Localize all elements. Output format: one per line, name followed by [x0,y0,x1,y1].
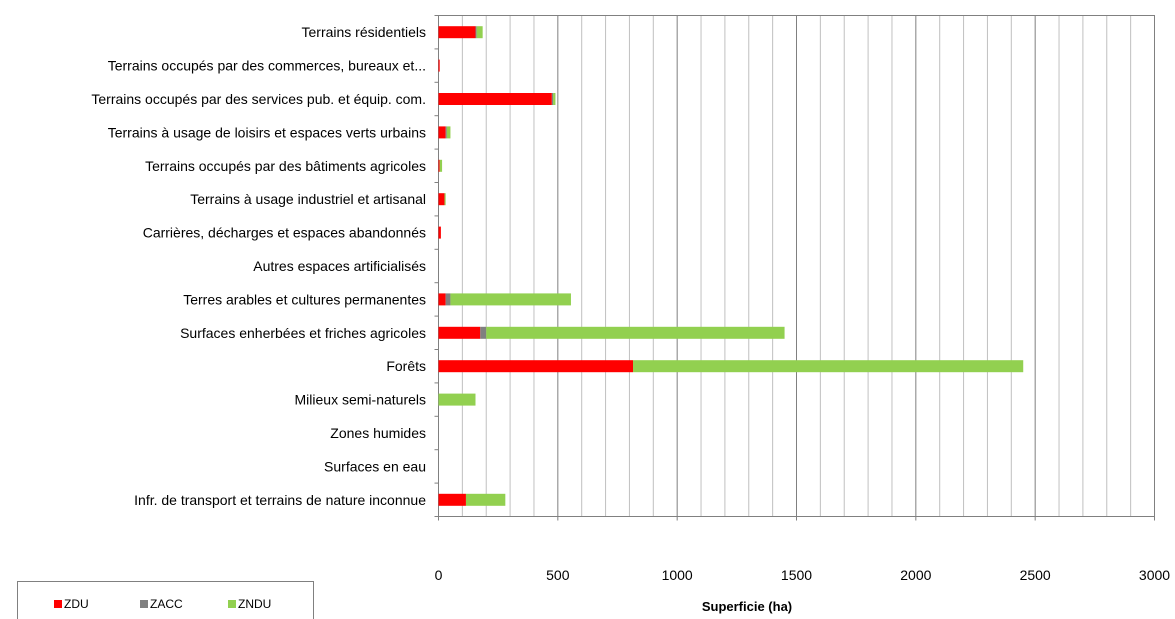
category-labels: Terrains résidentiels Terrains occupés pa… [91,24,426,508]
category-label: Terrains à usage industriel et artisanal [190,191,426,207]
bar-zndu [439,159,443,172]
x-tick-label: 0 [435,567,443,583]
category-label: Terrains à usage de loisirs et espaces v… [108,124,426,140]
bar-zdu [438,59,440,72]
grid-lines [461,15,1132,517]
x-axis-title: Superficie (ha) [702,599,792,614]
bar-zndu [446,126,451,139]
legend-swatch-zndu [228,600,236,608]
x-tick-label: 500 [546,567,570,583]
bar-zdu [438,293,446,306]
category-label: Terrains occupés par des commerces, bure… [108,58,426,74]
bar-zndu [450,293,571,306]
bar-zdu [438,493,466,506]
x-tick-label: 1000 [662,567,693,583]
category-label: Infr. de transport et terrains de nature… [134,492,426,508]
bar-zdu [438,159,440,172]
bar-zacc [445,293,451,306]
bar-zdu [438,326,481,339]
category-label: Carrières, décharges et espaces abandonn… [143,225,426,241]
bar-zndu [444,193,446,206]
bar-zndu [476,26,483,39]
category-label: Milieux semi-naturels [295,392,426,408]
bar-zacc [475,26,477,39]
legend: ZDU ZACC ZNDU [17,581,314,619]
legend-swatch-zacc [140,600,148,608]
legend-label-zndu: ZNDU [238,597,271,611]
bar-zdu [438,193,445,206]
x-tick-label: 2000 [900,567,931,583]
category-label: Zones humides [330,425,426,441]
category-label: Surfaces en eau [324,458,426,474]
bar-zdu [438,93,552,105]
bar-zndu [465,493,506,506]
bar-zndu [438,393,476,406]
category-label: Autres espaces artificialisés [253,258,426,274]
bar-zdu [438,26,476,39]
bar-zacc [445,126,447,139]
legend-label-zdu: ZDU [64,597,89,611]
bar-zndu [486,326,785,339]
category-label: Terrains résidentiels [302,24,427,40]
x-tick-label: 1500 [781,567,812,583]
bars [434,15,1155,521]
legend-swatch-zdu [54,600,62,608]
category-label: Terrains occupés par des services pub. e… [91,91,426,107]
bar-zdu [438,226,441,239]
category-label: Terres arables et cultures permanentes [183,291,426,307]
bar-zacc [480,326,487,339]
category-label: Surfaces enherbées et friches agricoles [180,325,426,341]
bar-zdu [438,126,446,139]
category-label: Forêts [386,358,426,374]
x-tick-label: 2500 [1020,567,1051,583]
x-tick-labels: 0 500 1000 1500 2000 2500 3000 [435,567,1171,583]
category-label: Terrains occupés par des bâtiments agric… [145,158,426,174]
x-tick-label: 3000 [1139,567,1170,583]
bar-zacc [551,93,554,105]
legend-box [17,581,314,619]
bar-zdu [438,360,634,373]
bar-zndu [633,360,1024,373]
bar-zndu [553,93,556,105]
legend-label-zacc: ZACC [150,597,183,611]
